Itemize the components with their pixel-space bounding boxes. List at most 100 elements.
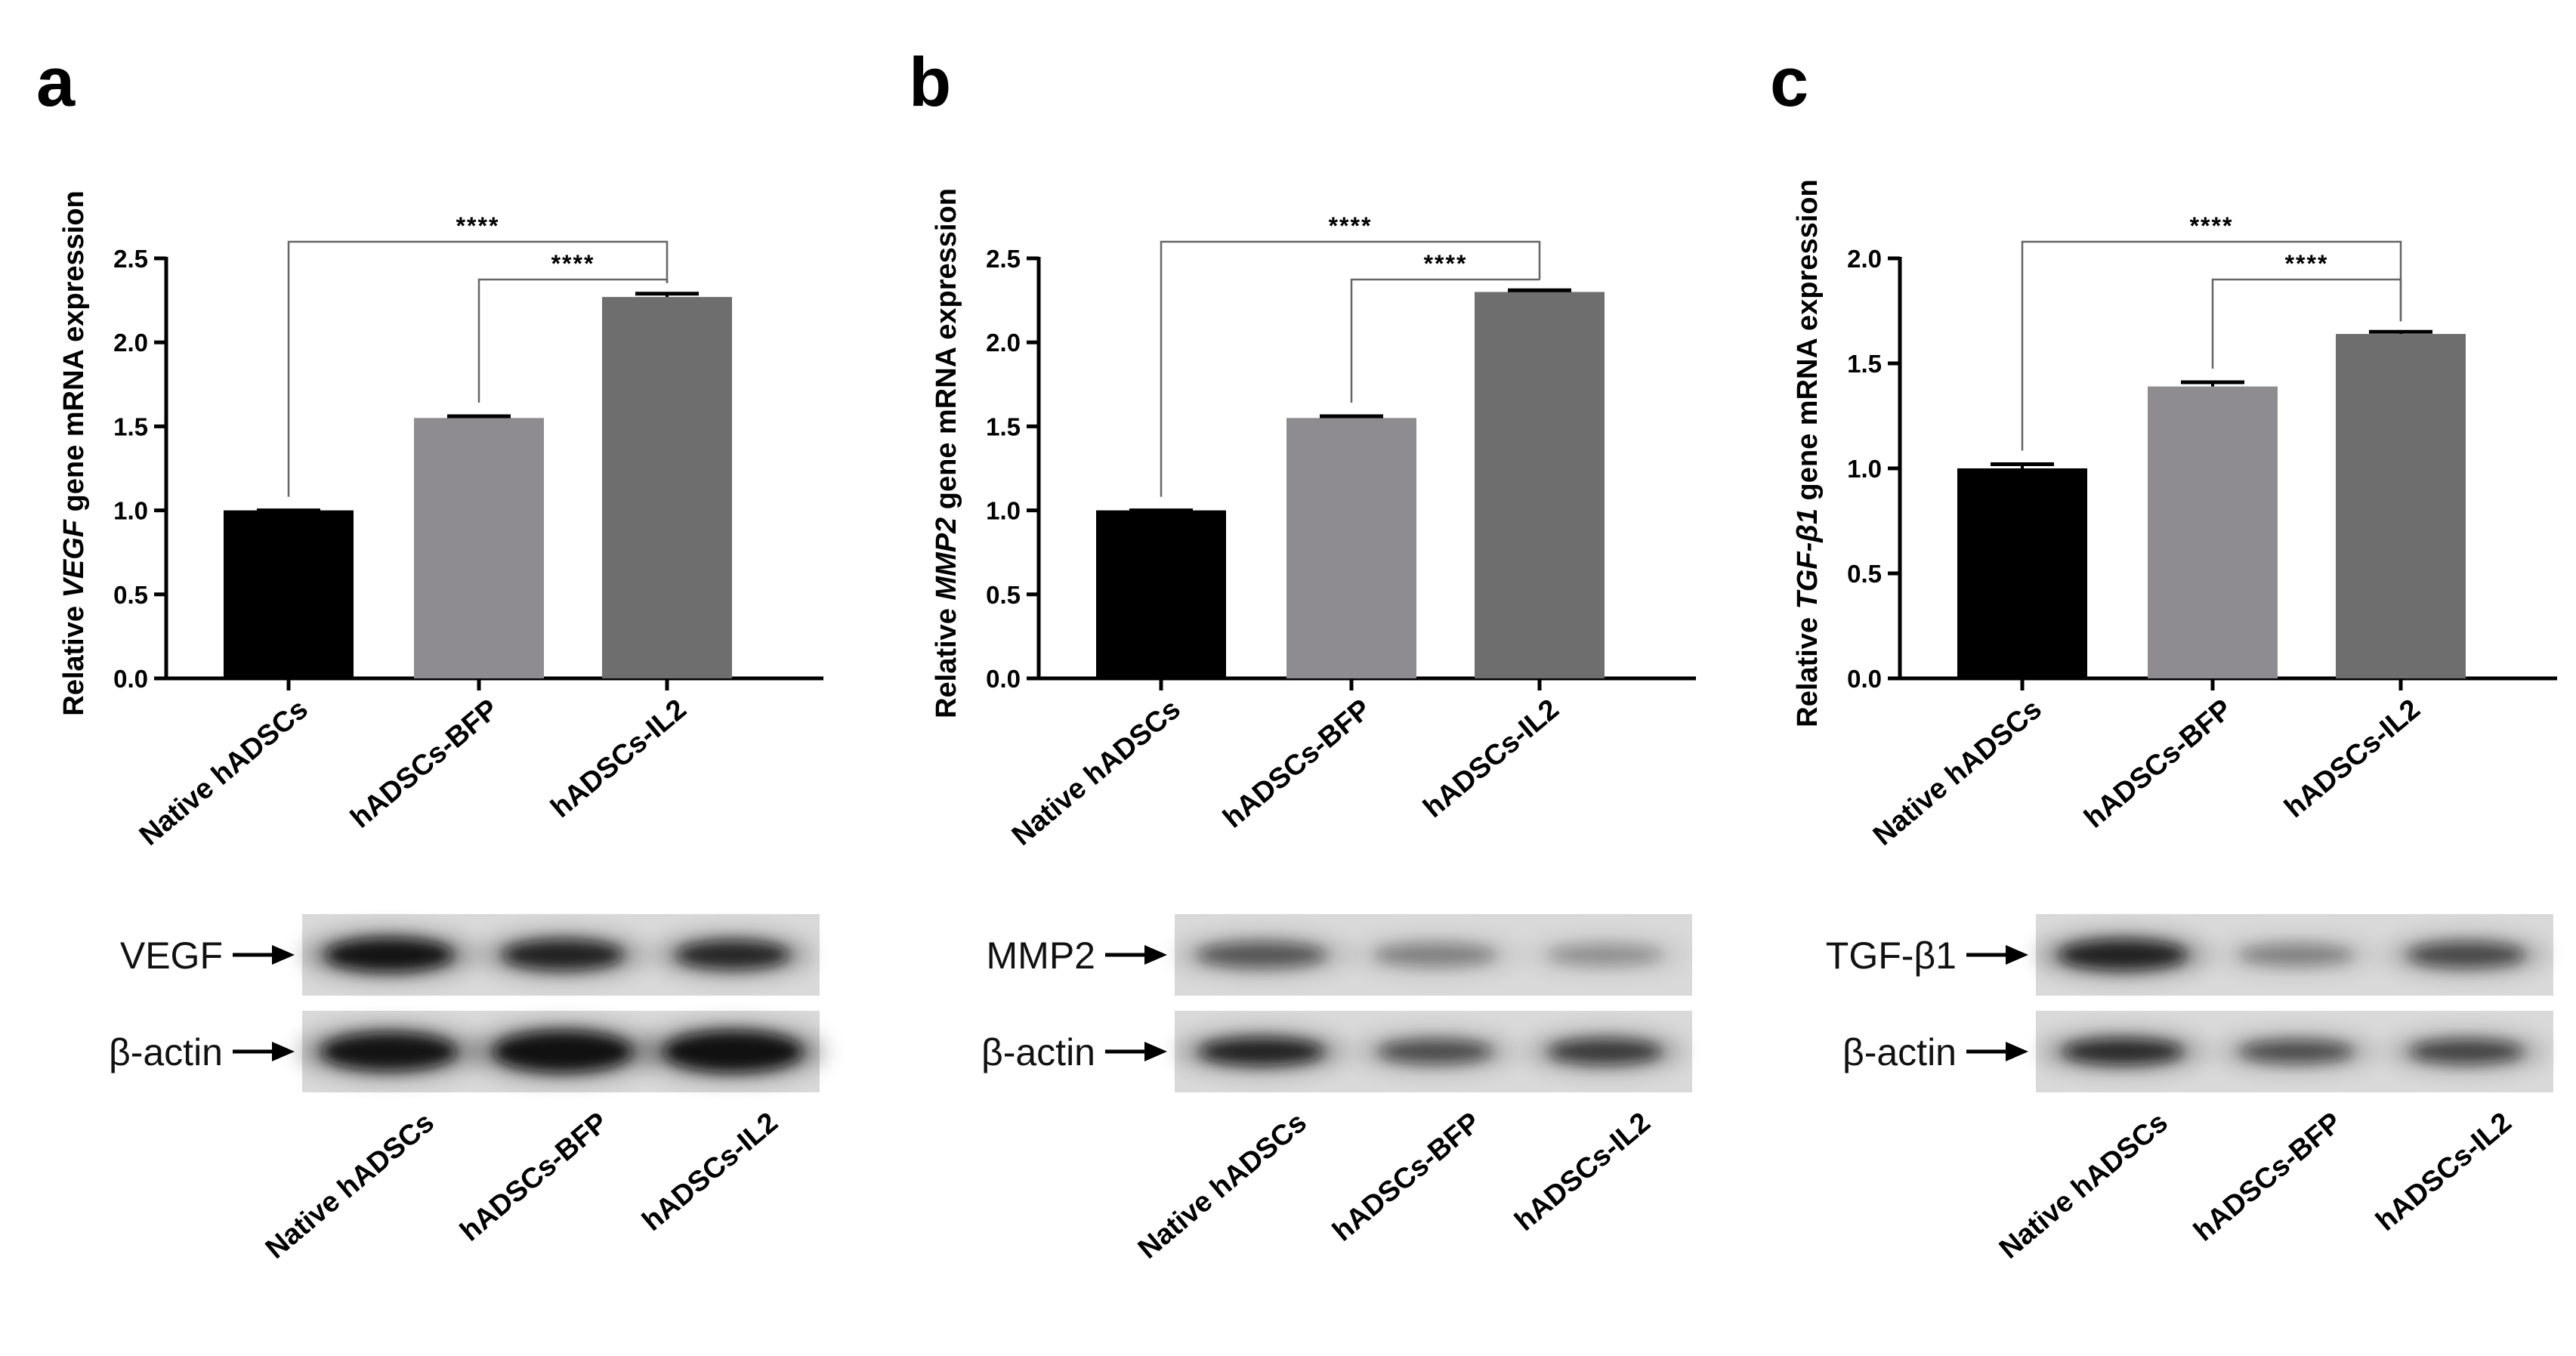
- y-axis-label: Relative VEGF gene mRNA expression: [58, 190, 90, 716]
- y-axis-label: Relative MMP2 gene mRNA expression: [931, 188, 962, 718]
- y-tick-label: 2.5: [113, 245, 148, 273]
- y-tick-label: 1.0: [1847, 455, 1882, 483]
- blot-band: [663, 1031, 803, 1072]
- y-tick-label: 1.5: [986, 412, 1021, 440]
- y-tick-label: 0.5: [986, 581, 1021, 609]
- blot-category-label: hADSCs-BFP: [454, 1107, 613, 1248]
- blot-band: [676, 941, 789, 969]
- blot-band: [1379, 1039, 1492, 1064]
- y-tick-label: 0.5: [1847, 560, 1882, 588]
- blot-row-label: MMP2: [987, 934, 1095, 977]
- blot-band: [502, 940, 623, 970]
- blot-band: [2408, 942, 2525, 968]
- significance-bracket: [477, 278, 669, 403]
- y-axis-label: Relative TGF-β1 gene mRNA expression: [1792, 179, 1824, 727]
- bar-1: [224, 510, 354, 678]
- blot-band: [325, 938, 453, 971]
- significance-label: ****: [551, 250, 595, 277]
- blot-category-label: Native hADSCs: [1994, 1107, 2174, 1265]
- significance-label: ****: [456, 212, 500, 239]
- significance-label: ****: [1424, 250, 1468, 277]
- y-axis-label-prefix: Relative: [1792, 609, 1824, 727]
- y-axis-label-prefix: Relative: [931, 601, 962, 718]
- y-axis-label-gene: VEGF: [58, 518, 90, 598]
- blot-row-label: β-actin: [109, 1031, 223, 1073]
- significance-label: ****: [2190, 212, 2234, 239]
- x-tick-label: hADSCs-BFP: [2078, 693, 2238, 835]
- blot-category-label: hADSCs-IL2: [2371, 1107, 2518, 1237]
- blot-arrow-head: [2006, 945, 2028, 965]
- y-tick-label: 0.5: [113, 581, 148, 609]
- panel-a: a Relative VEGF gene mRNA expression 0.0 0.…: [36, 44, 826, 1265]
- y-tick-label: 1.5: [1847, 350, 1882, 378]
- blot-band: [2240, 944, 2353, 965]
- blot-row-label: β-actin: [981, 1031, 1095, 1073]
- y-tick-label: 0.0: [113, 665, 148, 693]
- significance-label: ****: [2285, 250, 2329, 277]
- blot-band: [321, 1033, 457, 1070]
- bar-3: [602, 297, 732, 678]
- blot-arrow-head: [272, 1042, 295, 1061]
- y-tick-label: 2.0: [1847, 245, 1882, 273]
- y-tick-label: 1.0: [113, 497, 148, 525]
- blot-arrow-head: [2006, 1042, 2028, 1061]
- significance-bracket: [287, 240, 669, 497]
- panel-c: c Relative TGF-β1 gene mRNA expression 0.0…: [1770, 44, 2557, 1265]
- blot-category-label: hADSCs-BFP: [1327, 1107, 1486, 1248]
- significance-bracket: [2211, 278, 2402, 369]
- blot-category-label: Native hADSCs: [1132, 1107, 1313, 1265]
- blot-row-label: β-actin: [1842, 1031, 1957, 1073]
- bar-2: [2148, 386, 2278, 678]
- y-tick-label: 1.0: [986, 497, 1021, 525]
- bar-1: [1957, 468, 2087, 678]
- blot-arrow-head: [1144, 1042, 1167, 1061]
- x-tick-label: hADSCs-IL2: [2279, 693, 2426, 824]
- blot-band: [1549, 1039, 1662, 1064]
- panel-b: b Relative MMP2 gene mRNA expression 0.0 0.…: [909, 44, 1696, 1265]
- x-tick-label: Native hADSCs: [1006, 693, 1187, 852]
- bar-3: [2336, 334, 2466, 678]
- blot-arrow-head: [272, 945, 295, 965]
- panel-letter: a: [36, 44, 76, 121]
- blot-band: [2059, 940, 2187, 970]
- y-axis-label-gene: TGF-β1: [1792, 508, 1824, 609]
- y-axis-label-gene: MMP2: [931, 517, 962, 601]
- blot-category-label: hADSCs-IL2: [637, 1107, 784, 1237]
- significance-label: ****: [1329, 212, 1373, 239]
- y-tick-label: 2.0: [113, 329, 148, 357]
- y-axis-label-suffix: gene mRNA expression: [58, 190, 90, 520]
- blot-category-label: hADSCs-IL2: [1509, 1107, 1657, 1237]
- blot-band: [2410, 1039, 2523, 1064]
- blot-category-label: Native hADSCs: [260, 1107, 440, 1265]
- y-axis-label-suffix: gene mRNA expression: [931, 188, 962, 517]
- blot-band: [1549, 944, 1662, 965]
- blot-band: [1199, 1038, 1324, 1065]
- blot-arrow-head: [1144, 945, 1167, 965]
- y-axis-label-prefix: Relative: [58, 598, 90, 715]
- x-tick-label: hADSCs-IL2: [545, 693, 693, 824]
- bar-3: [1475, 292, 1605, 678]
- y-tick-label: 1.5: [113, 412, 148, 440]
- panel-letter: b: [909, 44, 951, 121]
- x-tick-label: Native hADSCs: [134, 693, 314, 852]
- blot-band: [1375, 944, 1496, 966]
- y-tick-label: 0.0: [986, 665, 1021, 693]
- bar-2: [1286, 418, 1416, 678]
- significance-bracket: [1350, 278, 1541, 403]
- x-tick-label: hADSCs-IL2: [1418, 693, 1565, 824]
- blot-band: [1197, 942, 1326, 968]
- significance-bracket: [1160, 240, 1541, 497]
- x-tick-label: Native hADSCs: [1867, 693, 2048, 852]
- x-tick-label: hADSCs-BFP: [1217, 693, 1376, 835]
- blot-band: [2240, 1040, 2353, 1063]
- bar-1: [1096, 510, 1226, 678]
- y-tick-label: 2.0: [986, 329, 1021, 357]
- bar-2: [414, 418, 544, 678]
- x-tick-label: hADSCs-BFP: [344, 693, 504, 835]
- blot-band: [493, 1031, 633, 1072]
- blot-row-label: TGF-β1: [1826, 934, 1957, 977]
- y-tick-label: 2.5: [986, 245, 1021, 273]
- blot-band: [2062, 1039, 2183, 1064]
- y-axis-label-suffix: gene mRNA expression: [1792, 179, 1824, 508]
